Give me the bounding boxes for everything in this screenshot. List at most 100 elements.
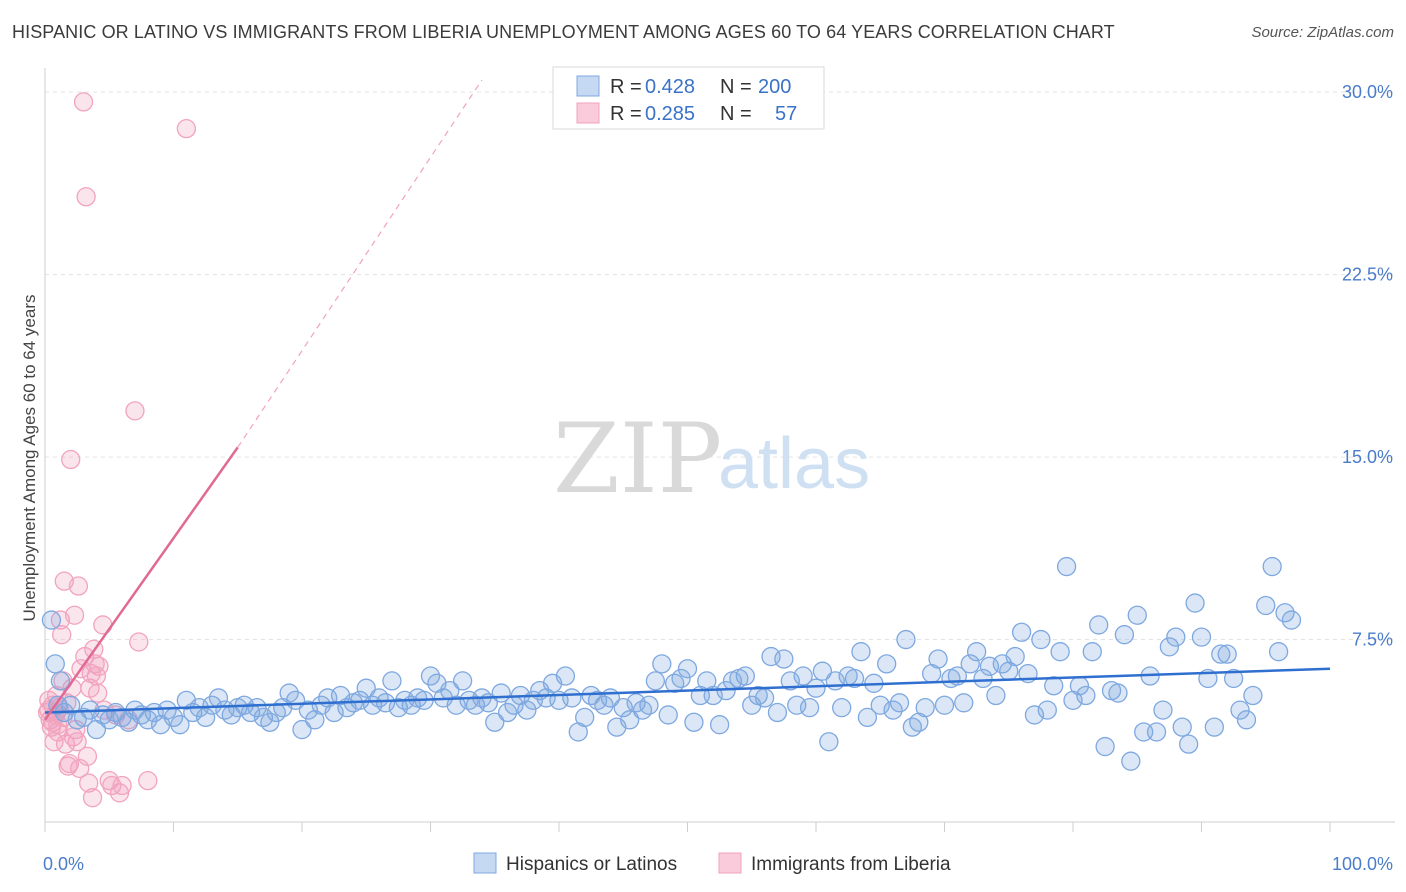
data-point-hispanic xyxy=(960,654,980,674)
data-point-hispanic xyxy=(954,693,974,713)
data-point-hispanic xyxy=(279,683,299,703)
legend-n-value-pink: 57 xyxy=(775,103,797,125)
data-point-hispanic xyxy=(260,712,280,732)
data-point-hispanic xyxy=(1243,685,1263,706)
data-point-hispanic xyxy=(1082,642,1102,662)
data-point-hispanic xyxy=(555,666,576,686)
data-point-liberia xyxy=(55,734,76,754)
data-point-hispanic xyxy=(247,698,267,718)
data-point-hispanic xyxy=(883,700,903,720)
data-point-hispanic xyxy=(356,678,376,698)
data-point-liberia xyxy=(64,605,85,625)
data-point-hispanic xyxy=(1281,610,1302,630)
data-point-liberia xyxy=(48,722,68,742)
data-point-hispanic xyxy=(50,671,71,691)
data-point-liberia xyxy=(112,775,132,796)
watermark-atlas: atlas xyxy=(718,424,870,504)
data-point-hispanic xyxy=(382,671,402,691)
data-point-hispanic xyxy=(1217,644,1237,664)
data-point-hispanic xyxy=(1275,603,1295,623)
data-point-hispanic xyxy=(645,671,666,691)
x-tick-labels: 0.0% 100.0% xyxy=(43,854,1393,874)
data-point-liberia xyxy=(81,663,101,684)
data-point-hispanic xyxy=(896,629,916,650)
data-point-hispanic xyxy=(1185,593,1205,613)
x-tick-label: 100.0% xyxy=(1332,854,1393,874)
data-point-hispanic xyxy=(844,668,865,689)
data-point-hispanic xyxy=(292,719,312,740)
data-point-liberia xyxy=(68,576,89,596)
data-point-hispanic xyxy=(966,642,987,662)
series-hispanic-points xyxy=(41,556,1302,771)
data-point-hispanic xyxy=(735,666,755,686)
data-point-hispanic xyxy=(658,705,678,725)
trend-lines xyxy=(43,79,1331,721)
data-point-hispanic xyxy=(517,700,537,720)
data-point-hispanic xyxy=(684,712,704,732)
legend-label-liberia: Immigrants from Liberia xyxy=(751,854,951,875)
data-point-liberia xyxy=(109,783,130,803)
legend-n-value-blue: 200 xyxy=(758,76,791,98)
watermark-zip: ZIP xyxy=(553,403,722,515)
data-point-hispanic xyxy=(1230,700,1250,720)
data-point-hispanic xyxy=(1236,710,1257,730)
legend-r-value-pink: 0.285 xyxy=(645,103,695,125)
data-point-hispanic xyxy=(889,693,910,713)
data-point-hispanic xyxy=(767,702,788,723)
data-point-hispanic xyxy=(1011,622,1032,642)
data-point-hispanic xyxy=(1044,676,1064,696)
data-point-hispanic xyxy=(73,707,94,728)
data-point-hispanic xyxy=(671,668,691,689)
data-point-hispanic xyxy=(1005,646,1025,667)
trend-line-hispanic xyxy=(44,667,1331,714)
data-point-liberia xyxy=(76,187,96,207)
data-point-hispanic xyxy=(562,688,582,708)
data-point-hispanic xyxy=(677,659,698,679)
y-tick-label: 22.5% xyxy=(1342,265,1393,285)
data-point-hispanic xyxy=(819,732,839,752)
data-point-hispanic xyxy=(774,649,794,669)
chart-title: HISPANIC OR LATINO VS IMMIGRANTS FROM LI… xyxy=(12,22,1115,42)
data-point-liberia xyxy=(82,788,103,808)
data-point-hispanic xyxy=(1204,717,1224,737)
x-tick-label: 0.0% xyxy=(43,854,84,874)
data-point-hispanic xyxy=(1031,629,1051,650)
legend-r-value-blue: 0.428 xyxy=(645,76,695,98)
data-point-hispanic xyxy=(420,666,441,686)
data-point-hispanic xyxy=(575,707,595,728)
y-tick-label: 30.0% xyxy=(1342,82,1393,102)
legend-label-hispanic: Hispanics or Latinos xyxy=(506,854,677,875)
data-point-hispanic xyxy=(452,671,473,691)
gridlines xyxy=(45,91,1395,641)
data-point-hispanic xyxy=(652,654,672,674)
axes xyxy=(44,68,1395,832)
legend-swatch-liberia xyxy=(718,852,742,874)
y-axis-label: Unemployment Among Ages 60 to 64 years xyxy=(20,295,39,622)
data-point-hispanic xyxy=(1159,637,1180,657)
data-point-hispanic xyxy=(877,654,897,674)
data-point-hispanic xyxy=(45,654,65,674)
data-point-hispanic xyxy=(928,649,948,669)
data-point-hispanic xyxy=(1179,734,1199,754)
data-point-hispanic xyxy=(41,610,62,630)
data-point-hispanic xyxy=(799,698,820,718)
legend-swatch-pink xyxy=(576,102,600,124)
y-tick-label: 15.0% xyxy=(1342,447,1393,467)
data-point-hispanic xyxy=(1256,595,1276,616)
data-point-hispanic xyxy=(986,685,1006,706)
data-point-liberia xyxy=(102,775,122,796)
data-point-hispanic xyxy=(857,707,878,728)
data-point-hispanic xyxy=(1223,668,1244,689)
data-point-hispanic xyxy=(1121,751,1141,771)
data-point-liberia xyxy=(77,746,98,766)
data-point-hispanic xyxy=(485,712,505,732)
data-point-hispanic xyxy=(1191,627,1212,647)
y-tick-label: 7.5% xyxy=(1352,630,1393,650)
data-point-liberia xyxy=(61,449,81,470)
data-point-hispanic xyxy=(793,666,813,686)
legend-n-label: N = xyxy=(720,76,752,98)
data-point-liberia xyxy=(129,632,149,652)
data-point-liberia xyxy=(70,758,90,779)
series-legend: Hispanics or Latinos Immigrants from Lib… xyxy=(473,852,951,875)
